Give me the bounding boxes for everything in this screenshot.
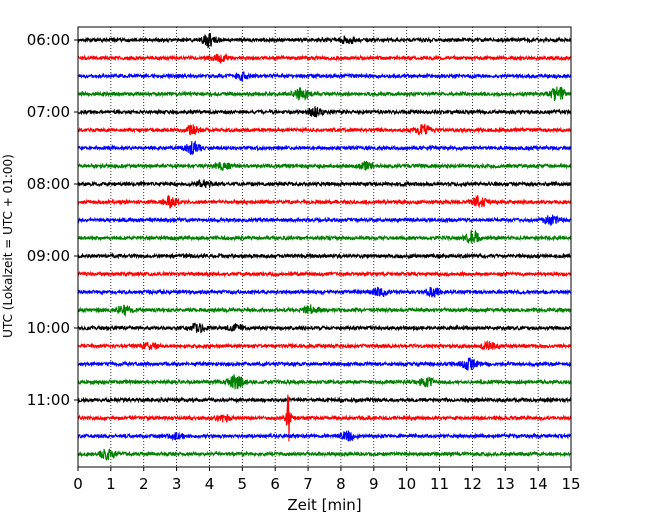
y-tick-label-08:00: 08:00 <box>27 175 70 193</box>
x-tick-label-14: 14 <box>529 475 548 493</box>
x-tick-label-3: 3 <box>172 475 182 493</box>
trace-07:30 <box>77 140 572 156</box>
trace-10:00 <box>77 322 572 334</box>
x-tick-label-10: 10 <box>397 475 416 493</box>
x-tick-label-8: 8 <box>336 475 346 493</box>
trace-08:45 <box>77 229 572 244</box>
trace-06:45 <box>77 86 572 102</box>
trace-10:15 <box>77 340 572 351</box>
trace-07:45 <box>77 160 572 171</box>
x-tick-label-6: 6 <box>270 475 280 493</box>
trace-11:45 <box>77 448 572 461</box>
y-axis-ticks: 06:00 07:00 08:00 09:00 10:00 11:00 <box>27 31 78 409</box>
trace-11:00 <box>77 396 572 404</box>
trace-09:30 <box>77 286 572 298</box>
y-tick-label-11:00: 11:00 <box>27 391 70 409</box>
x-tick-label-7: 7 <box>303 475 313 493</box>
vertical-gridlines <box>110 27 539 467</box>
y-axis-label: UTC (Lokalzeit = UTC + 01:00) <box>1 154 15 338</box>
x-tick-label-9: 9 <box>369 475 379 493</box>
x-tick-label-11: 11 <box>430 475 449 493</box>
y-tick-label-07:00: 07:00 <box>27 103 70 121</box>
y-tick-label-06:00: 06:00 <box>27 31 70 49</box>
x-tick-label-2: 2 <box>139 475 149 493</box>
trace-06:30 <box>77 71 572 82</box>
trace-07:00 <box>77 106 572 118</box>
x-tick-label-12: 12 <box>463 475 482 493</box>
trace-08:00 <box>77 179 572 189</box>
x-tick-label-15: 15 <box>561 475 580 493</box>
x-tick-label-4: 4 <box>205 475 215 493</box>
plot-frame <box>77 26 572 468</box>
trace-06:00 <box>77 33 572 49</box>
x-tick-label-1: 1 <box>106 475 116 493</box>
trace-07:15 <box>77 123 572 136</box>
x-tick-label-13: 13 <box>496 475 515 493</box>
x-tick-label-0: 0 <box>73 475 83 493</box>
trace-09:00 <box>77 252 572 260</box>
y-tick-label-09:00: 09:00 <box>27 247 70 265</box>
trace-10:45 <box>77 374 572 390</box>
trace-08:15 <box>77 194 572 209</box>
x-tick-label-5: 5 <box>238 475 248 493</box>
trace-08:30 <box>77 214 572 226</box>
trace-10:30 <box>77 357 572 371</box>
y-tick-label-10:00: 10:00 <box>27 319 70 337</box>
trace-11:15 <box>77 394 572 442</box>
x-axis-label: Zeit [min] <box>287 496 361 514</box>
trace-11:30 <box>77 430 572 442</box>
trace-06:15 <box>77 52 572 64</box>
x-axis-ticks: 0 1 2 3 4 5 6 7 8 9 10 11 12 13 14 15 <box>73 467 581 493</box>
trace-09:45 <box>77 304 572 318</box>
trace-09:15 <box>77 270 572 278</box>
seismogram-traces <box>77 33 572 461</box>
